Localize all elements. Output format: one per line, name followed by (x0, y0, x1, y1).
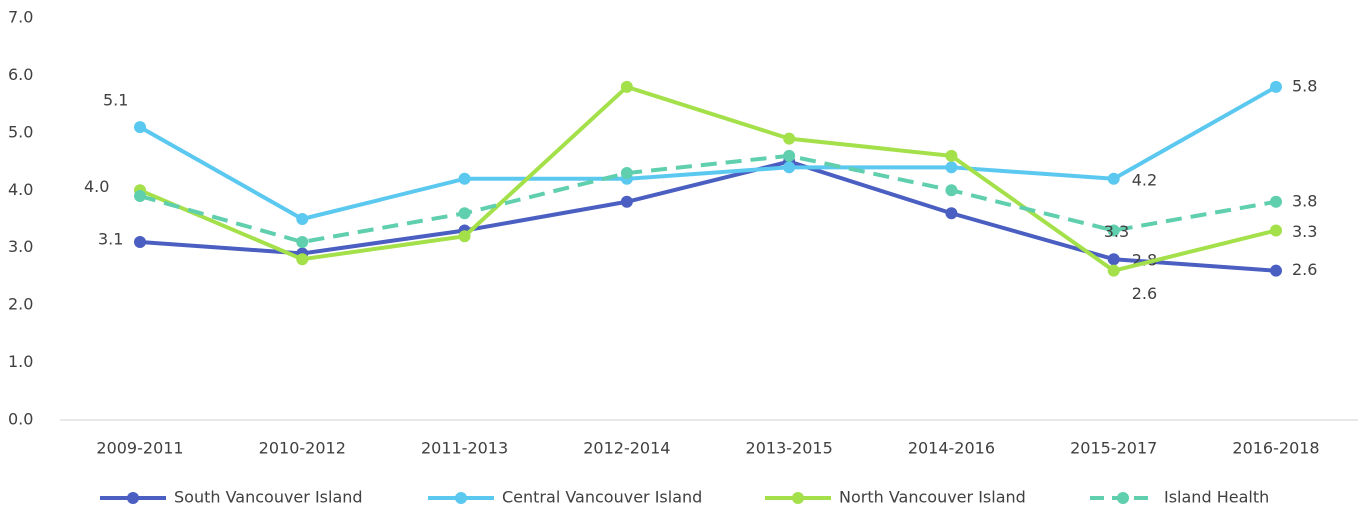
data-label: 2.6 (1132, 284, 1157, 303)
y-tick-label: 2.0 (8, 295, 33, 314)
x-tick-label: 2014-2016 (908, 439, 995, 458)
data-point (945, 149, 958, 162)
data-point (458, 230, 471, 243)
y-tick-label: 4.0 (8, 180, 33, 199)
data-point (1107, 264, 1120, 277)
data-point (458, 172, 471, 185)
legend-dot (1117, 492, 1129, 504)
data-point (458, 207, 471, 220)
data-point (296, 235, 309, 248)
y-tick-label: 6.0 (8, 65, 33, 84)
data-point (1270, 264, 1282, 277)
data-point (620, 80, 633, 93)
data-point (945, 184, 958, 197)
legend-label: South Vancouver Island (174, 488, 363, 507)
data-point (296, 253, 309, 266)
data-point (1107, 172, 1120, 185)
x-tick-label: 2011-2013 (421, 439, 508, 458)
y-tick-label: 7.0 (8, 8, 33, 27)
x-tick-label: 2010-2012 (259, 439, 346, 458)
data-point (945, 161, 958, 174)
y-tick-label: 0.0 (8, 410, 33, 429)
legend-label: North Vancouver Island (839, 488, 1026, 507)
series-line (139, 84, 1277, 273)
data-point (620, 167, 633, 180)
legend-dot (455, 492, 467, 504)
legend-dot (127, 492, 139, 504)
data-label: 2.6 (1292, 260, 1317, 279)
data-label: 3.8 (1292, 191, 1317, 210)
y-tick-label: 5.0 (8, 122, 33, 141)
data-point (620, 195, 633, 208)
x-tick-label: 2012-2014 (583, 439, 670, 458)
data-point (134, 190, 146, 203)
data-point (1270, 224, 1282, 237)
data-label: 4.2 (1132, 170, 1157, 189)
data-point (134, 235, 146, 248)
data-point (783, 149, 796, 162)
data-label: 5.1 (103, 91, 128, 110)
legend-dot (792, 492, 804, 504)
data-point (783, 132, 796, 145)
data-point (134, 121, 146, 134)
data-label: 4.0 (84, 177, 109, 196)
data-label: 3.1 (98, 229, 123, 248)
legend-label: Island Health (1164, 488, 1269, 507)
x-tick-label: 2016-2018 (1232, 439, 1319, 458)
y-tick-label: 3.0 (8, 237, 33, 256)
data-point (1107, 253, 1120, 266)
x-tick-label: 2015-2017 (1070, 439, 1157, 458)
data-point (1270, 80, 1282, 93)
data-point (783, 161, 796, 174)
data-point (945, 207, 958, 220)
data-point (296, 213, 309, 225)
y-tick-label: 1.0 (8, 352, 33, 371)
x-tick-label: 2009-2011 (96, 439, 183, 458)
data-label: 5.8 (1292, 76, 1317, 95)
data-point (1270, 195, 1282, 208)
data-label: 3.3 (1104, 222, 1129, 241)
data-point (1107, 224, 1120, 237)
series-line (139, 85, 1277, 221)
series-line (139, 153, 1277, 244)
data-label: 3.3 (1292, 222, 1317, 241)
x-tick-label: 2013-2015 (746, 439, 833, 458)
legend-label: Central Vancouver Island (502, 488, 702, 507)
